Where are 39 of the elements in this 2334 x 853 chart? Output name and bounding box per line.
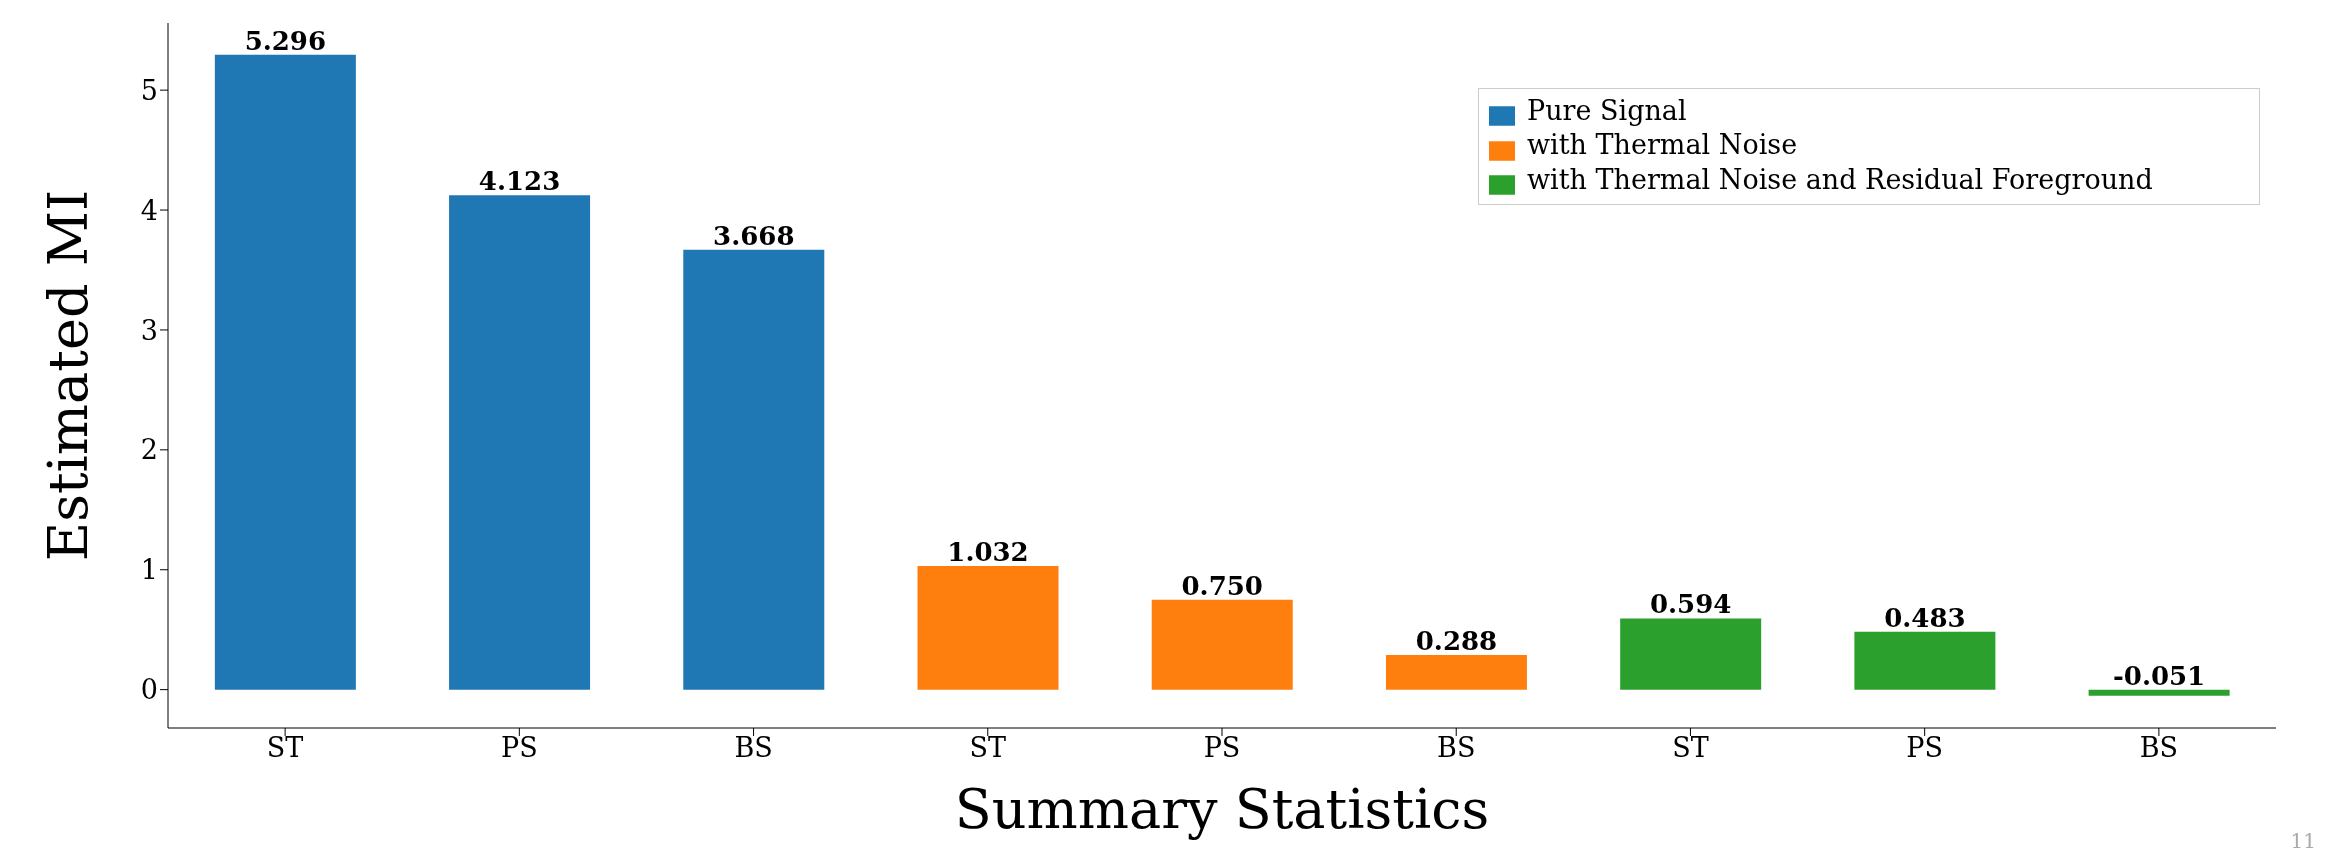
y-axis-title: Estimated MI — [37, 189, 101, 562]
y-tick-label: 0 — [140, 674, 158, 706]
data-label: 0.594 — [1649, 589, 1732, 620]
data-label: 3.668 — [713, 220, 795, 251]
bar — [2088, 689, 2230, 696]
bar — [449, 195, 591, 690]
x-tick-label: ST — [266, 732, 304, 764]
bar — [214, 54, 356, 690]
y-tick-label: 4 — [140, 194, 158, 226]
data-label: 1.032 — [947, 536, 1029, 567]
bar — [1620, 618, 1762, 690]
x-tick-label: BS — [1437, 732, 1476, 764]
bar — [1854, 631, 1996, 690]
legend-label: with Thermal Noise — [1527, 129, 1798, 161]
bar — [917, 565, 1059, 690]
bar — [683, 249, 825, 690]
x-tick-label: BS — [2139, 732, 2179, 764]
data-label: 0.483 — [1884, 602, 1966, 633]
data-label: -0.051 — [2113, 660, 2206, 691]
x-tick-label: PS — [1906, 732, 1943, 764]
y-tick-label: 3 — [140, 314, 158, 346]
x-tick-label: BS — [734, 732, 773, 764]
x-tick-label: ST — [969, 732, 1007, 764]
x-tick-label: ST — [1672, 732, 1709, 764]
x-tick-label: PS — [501, 732, 538, 764]
text: 11 — [2290, 829, 2316, 853]
legend-label: with Thermal Noise and Residual Foreground — [1527, 163, 2153, 195]
y-tick-label: 1 — [140, 554, 158, 586]
data-label: 5.296 — [244, 25, 327, 56]
bar — [1385, 655, 1527, 690]
data-label: 0.750 — [1181, 570, 1263, 601]
bar — [1151, 599, 1293, 690]
x-tick-label: PS — [1203, 732, 1241, 764]
data-label: 4.123 — [478, 166, 561, 197]
y-tick-label: 2 — [140, 434, 158, 466]
legend-label: Pure Signal — [1527, 95, 1687, 126]
y-tick-label: 5 — [140, 74, 158, 106]
data-label: 0.288 — [1415, 626, 1498, 657]
x-axis-title: Summary Statistics — [954, 778, 1490, 841]
